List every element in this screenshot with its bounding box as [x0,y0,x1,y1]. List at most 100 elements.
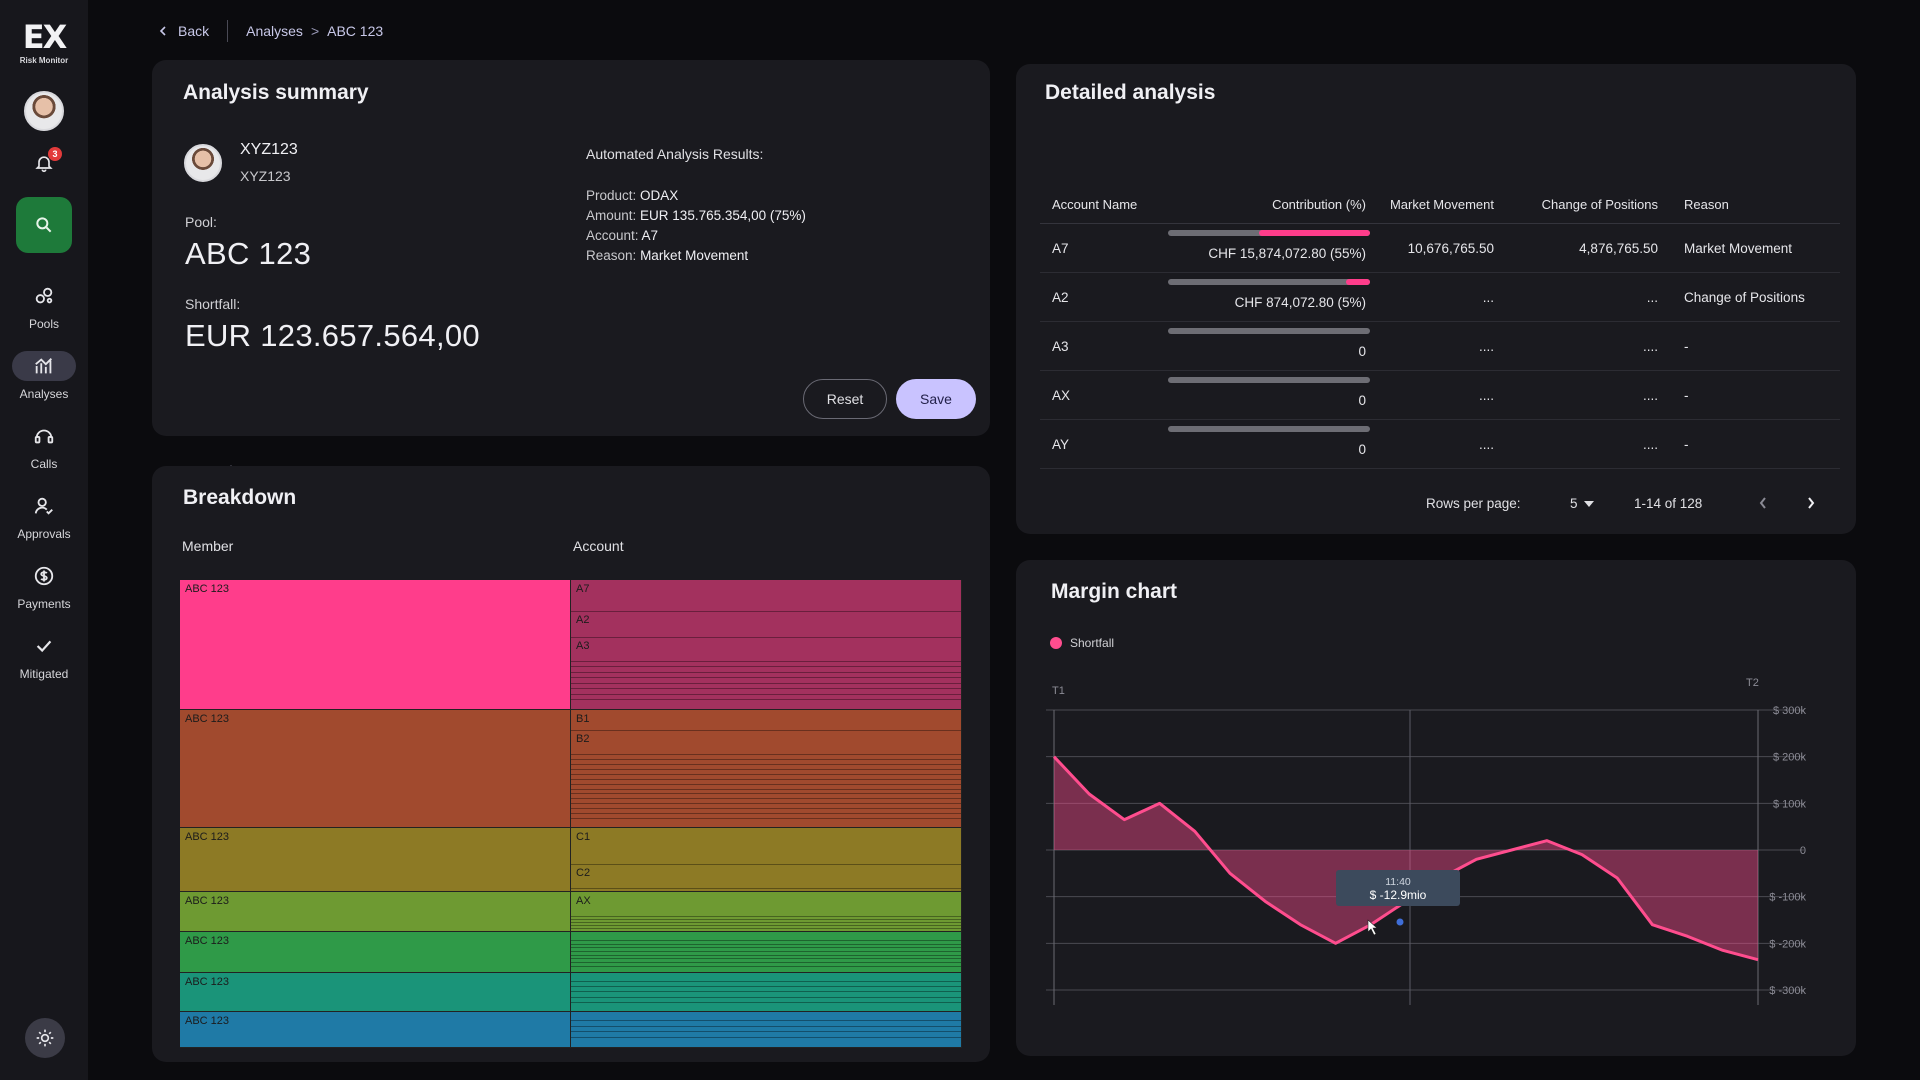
treemap-member-block[interactable]: ABC 123 [180,932,571,973]
notification-badge: 3 [48,147,62,161]
col-contribution[interactable]: Contribution (%) [1272,197,1366,212]
contribution-bar [1168,328,1370,334]
treemap-member-label: ABC 123 [185,713,230,725]
theme-toggle-button[interactable] [25,1018,65,1058]
col-account-name[interactable]: Account Name [1052,197,1138,212]
col-reason[interactable]: Reason [1684,197,1729,212]
cursor-pointer-icon [1367,919,1378,936]
cell-contribution: CHF 874,072.80 (5%) [1160,273,1366,321]
treemap-account-block[interactable] [571,973,962,1012]
treemap-account-block[interactable] [571,1012,962,1048]
treemap-divider [571,922,961,923]
treemap-member-block[interactable]: ABC 123 [180,892,571,932]
treemap-member-label: ABC 123 [185,831,230,843]
table-row[interactable]: A7 CHF 15,874,072.80 (55%) 10,676,765.50 4,… [1040,224,1840,273]
reason-label: Reason: [586,248,637,263]
treemap-account-label: A2 [576,614,590,626]
treemap-divider [571,1020,961,1021]
next-page-button[interactable] [1806,496,1816,513]
sidebar-item-calls[interactable]: Calls [0,421,88,471]
cell-contribution: 0 [1160,420,1366,468]
breadcrumb-analyses-link[interactable]: Analyses [246,23,303,39]
sidebar-item-label: Payments [17,597,71,611]
col-change-positions[interactable]: Change of Positions [1541,197,1658,212]
sidebar-item-label: Approvals [17,527,71,541]
treemap-account-block[interactable]: C1 C2 [571,828,962,892]
col-market-movement[interactable]: Market Movement [1389,197,1494,212]
table-row[interactable]: A2 CHF 874,072.80 (5%)...... Change of Pos… [1040,273,1840,322]
margin-chart[interactable]: $ 300k $ 200k $ 100k 0 $ -100k $ -200k $ -300k… [1016,560,1856,1056]
table-row[interactable]: A3 0........ - [1040,322,1840,371]
treemap-account-block[interactable]: A7 A2 A3 [571,580,962,710]
sidebar-item-pools[interactable]: Pools [0,281,88,331]
notifications-button[interactable]: 3 [30,147,62,177]
cell-reason: - [1684,436,1689,452]
treemap-member-block[interactable]: ABC 123 [180,973,571,1012]
cell-change-positions: .... [1642,338,1658,354]
search-icon [36,217,52,233]
sidebar-item-mitigated[interactable]: Mitigated [0,631,88,681]
reset-button[interactable]: Reset [803,379,887,419]
analysis-summary-card: Analysis summary XYZ123 XYZ123 Pool: ABC… [152,60,990,436]
prev-page-button[interactable] [1758,496,1768,513]
rows-per-page-value: 5 [1570,496,1578,511]
save-button[interactable]: Save [896,379,976,419]
sidebar-item-analyses[interactable]: Analyses [0,351,88,401]
treemap-divider [571,954,961,956]
search-button[interactable] [16,197,72,253]
logo: EX Risk Monitor [20,20,68,65]
table-header: Account Name Contribution (%) Market Mov… [1040,186,1840,224]
reason-line: Reason: Market Movement [586,246,806,266]
sidebar-item-label: Calls [30,457,58,471]
treemap-divider [571,919,961,920]
treemap-account-block[interactable]: AX [571,892,962,932]
card-title: Breakdown [183,486,297,509]
cell-market-movement: .... [1478,387,1494,403]
treemap-divider [571,818,961,820]
y-tick-label: $ -300k [1769,985,1806,997]
treemap-member-label: ABC 123 [185,1015,230,1027]
treemap-divider [571,793,961,795]
treemap-divider [571,965,961,967]
member-avatar [184,144,222,182]
treemap-divider [571,1001,961,1003]
rows-per-page-select[interactable]: 5 [1570,496,1594,511]
cell-account: A3 [1052,338,1069,354]
contribution-bar [1168,230,1370,236]
treemap-account-label: AX [576,895,591,907]
treemap-divider [571,611,961,612]
table-row[interactable]: AY 0........ - [1040,420,1840,469]
treemap-divider [571,916,961,917]
user-avatar[interactable] [24,91,64,131]
treemap-divider [571,699,961,701]
back-link[interactable]: Back [158,23,209,39]
treemap-divider [571,778,961,780]
treemap-account-label: A7 [576,583,590,595]
treemap-member-block[interactable]: ABC 123 [180,710,571,828]
treemap-account-block[interactable] [571,932,962,973]
back-label: Back [178,23,210,39]
contribution-text: CHF 15,874,072.80 (55%) [1208,245,1366,261]
treemap-member-block[interactable]: ABC 123 [180,580,571,710]
table-row[interactable]: AX 0........ - [1040,371,1840,420]
treemap-divider [571,661,961,662]
sidebar-item-payments[interactable]: Payments [0,561,88,611]
y-tick-label: $ -200k [1769,938,1806,950]
treemap-member-block[interactable]: ABC 123 [180,1012,571,1048]
pool-label: Pool: [185,214,217,230]
treemap-account-block[interactable]: B1 B2 [571,710,962,828]
sidebar-item-approvals[interactable]: Approvals [0,491,88,541]
card-title: Detailed analysis [1045,81,1216,104]
member-name: XYZ123 [240,141,298,158]
pool-value: ABC 123 [185,236,312,271]
mitigated-icon [36,640,52,653]
contribution-text: CHF 874,072.80 (5%) [1234,294,1366,310]
cell-change-positions: ... [1646,289,1658,305]
treemap-member-block[interactable]: ABC 123 [180,828,571,892]
auto-results: Product: ODAX Amount: EUR 135.765.354,00… [586,186,806,266]
detailed-analysis-card: Detailed analysis Account Name Contribut… [1016,64,1856,534]
logo-mark: EX [22,18,68,56]
sidebar: EX Risk Monitor 3 Pools Analyses Calls A… [0,0,88,1080]
treemap-account-label: B1 [576,713,590,725]
sidebar-item-label: Mitigated [19,667,69,681]
